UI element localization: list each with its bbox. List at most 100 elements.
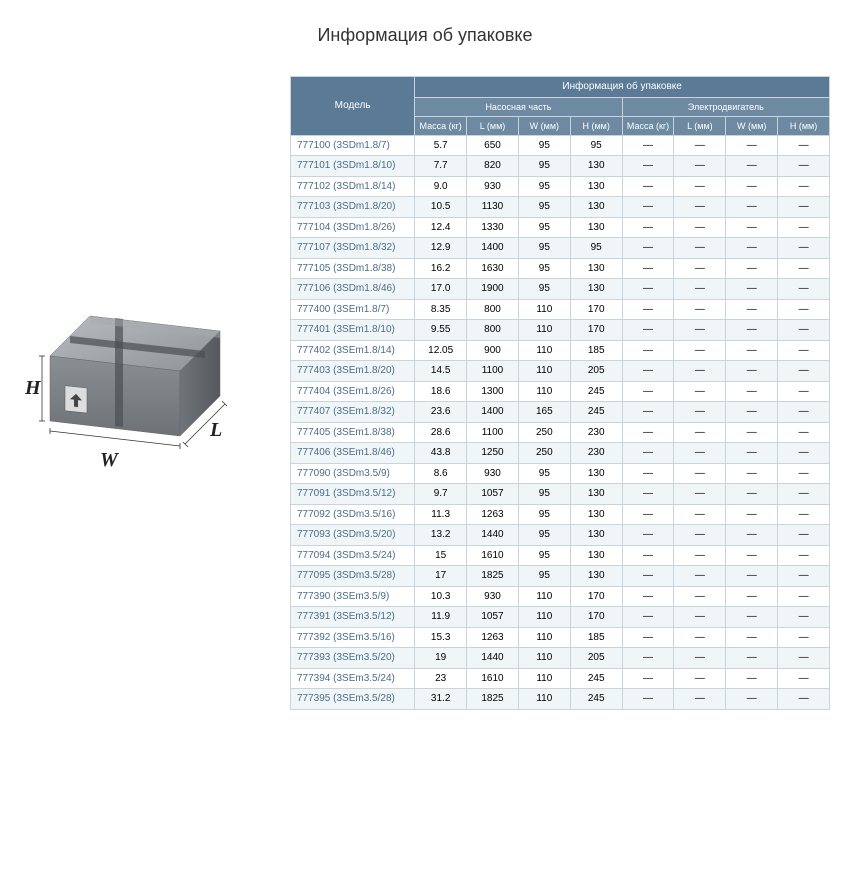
cell-value: —	[726, 402, 778, 423]
cell-value: —	[622, 545, 674, 566]
cell-value: —	[778, 279, 830, 300]
cell-value: —	[778, 258, 830, 279]
cell-value: 9.0	[415, 176, 467, 197]
cell-value: 95	[518, 504, 570, 525]
cell-value: —	[674, 689, 726, 710]
cell-value: —	[778, 361, 830, 382]
cell-value: 1263	[467, 504, 519, 525]
cell-value: 110	[518, 668, 570, 689]
cell-value: 185	[570, 340, 622, 361]
box-icon: H W L	[20, 286, 260, 486]
cell-value: —	[726, 422, 778, 443]
cell-value: 9.55	[415, 320, 467, 341]
cell-value: 95	[570, 135, 622, 156]
cell-value: 15	[415, 545, 467, 566]
cell-model: 777092 (3SDm3.5/16)	[291, 504, 415, 525]
cell-value: —	[726, 689, 778, 710]
cell-value: 1900	[467, 279, 519, 300]
cell-value: 230	[570, 443, 622, 464]
cell-value: —	[674, 258, 726, 279]
cell-value: —	[778, 525, 830, 546]
cell-value: —	[778, 156, 830, 177]
cell-value: 95	[518, 135, 570, 156]
cell-value: 10.5	[415, 197, 467, 218]
cell-value: —	[778, 238, 830, 259]
cell-model: 777393 (3SEm3.5/20)	[291, 648, 415, 669]
cell-value: 1825	[467, 566, 519, 587]
cell-model: 777405 (3SEm1.8/38)	[291, 422, 415, 443]
cell-model: 777406 (3SEm1.8/46)	[291, 443, 415, 464]
table-row: 777392 (3SEm3.5/16)15.31263110185————	[291, 627, 830, 648]
cell-value: 12.05	[415, 340, 467, 361]
cell-value: 1610	[467, 668, 519, 689]
cell-value: —	[622, 238, 674, 259]
cell-value: —	[778, 443, 830, 464]
table-row: 777390 (3SEm3.5/9)10.3930110170————	[291, 586, 830, 607]
cell-value: —	[622, 340, 674, 361]
cell-value: 245	[570, 689, 622, 710]
cell-value: 1300	[467, 381, 519, 402]
cell-value: —	[726, 443, 778, 464]
cell-value: 1630	[467, 258, 519, 279]
cell-value: —	[726, 504, 778, 525]
th-motor: Электродвигатель	[622, 97, 829, 116]
cell-value: —	[726, 586, 778, 607]
cell-value: —	[674, 504, 726, 525]
cell-value: —	[726, 627, 778, 648]
cell-value: 110	[518, 340, 570, 361]
table-row: 777395 (3SEm3.5/28)31.21825110245————	[291, 689, 830, 710]
cell-value: 110	[518, 607, 570, 628]
cell-value: —	[726, 320, 778, 341]
cell-value: 95	[518, 156, 570, 177]
cell-value: —	[726, 258, 778, 279]
cell-value: —	[674, 135, 726, 156]
dim-l-label: L	[209, 419, 222, 441]
cell-value: —	[622, 586, 674, 607]
cell-value: —	[778, 586, 830, 607]
cell-value: —	[674, 668, 726, 689]
cell-value: —	[622, 668, 674, 689]
cell-value: 17	[415, 566, 467, 587]
cell-value: —	[622, 135, 674, 156]
cell-model: 777104 (3SDm1.8/26)	[291, 217, 415, 238]
table-body: 777100 (3SDm1.8/7)5.76509595————777101 (…	[291, 135, 830, 709]
cell-value: 205	[570, 361, 622, 382]
th-l2: L (мм)	[674, 116, 726, 135]
table-row: 777094 (3SDm3.5/24)15161095130————	[291, 545, 830, 566]
table-row: 777103 (3SDm1.8/20)10.5113095130————	[291, 197, 830, 218]
table-row: 777405 (3SEm1.8/38)28.61100250230————	[291, 422, 830, 443]
cell-value: —	[778, 545, 830, 566]
cell-value: 130	[570, 197, 622, 218]
table-row: 777095 (3SDm3.5/28)17182595130————	[291, 566, 830, 587]
cell-model: 777401 (3SEm1.8/10)	[291, 320, 415, 341]
cell-value: —	[778, 484, 830, 505]
cell-value: —	[674, 402, 726, 423]
cell-value: —	[622, 402, 674, 423]
cell-value: —	[726, 340, 778, 361]
cell-value: 250	[518, 422, 570, 443]
cell-value: 1130	[467, 197, 519, 218]
cell-value: —	[622, 689, 674, 710]
cell-value: 11.3	[415, 504, 467, 525]
cell-value: —	[778, 689, 830, 710]
cell-value: 95	[518, 176, 570, 197]
cell-model: 777091 (3SDm3.5/12)	[291, 484, 415, 505]
cell-value: —	[778, 320, 830, 341]
cell-value: 1263	[467, 627, 519, 648]
cell-value: 14.5	[415, 361, 467, 382]
cell-value: 23.6	[415, 402, 467, 423]
table-row: 777400 (3SEm1.8/7)8.35800110170————	[291, 299, 830, 320]
cell-value: 110	[518, 381, 570, 402]
cell-value: 170	[570, 607, 622, 628]
cell-value: —	[622, 258, 674, 279]
cell-value: 12.4	[415, 217, 467, 238]
cell-value: —	[622, 361, 674, 382]
cell-value: 7.7	[415, 156, 467, 177]
table-row: 777091 (3SDm3.5/12)9.7105795130————	[291, 484, 830, 505]
cell-value: —	[778, 340, 830, 361]
cell-value: 185	[570, 627, 622, 648]
cell-value: —	[622, 525, 674, 546]
cell-value: 95	[518, 258, 570, 279]
cell-value: —	[674, 545, 726, 566]
table-row: 777102 (3SDm1.8/14)9.093095130————	[291, 176, 830, 197]
